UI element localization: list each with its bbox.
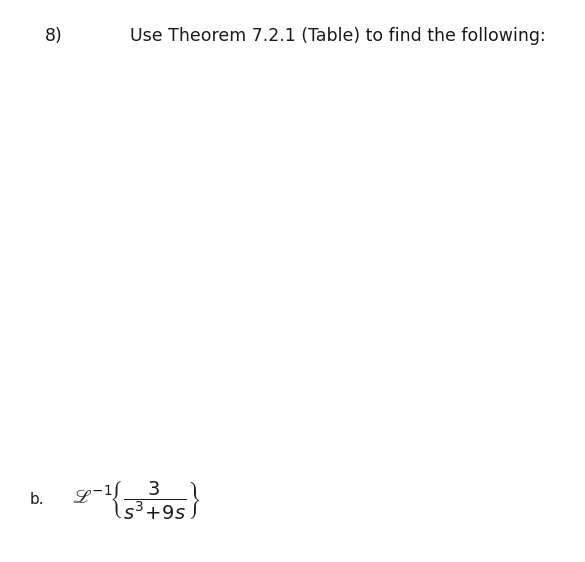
Text: $\mathscr{L}^{-1}\!\left\{\dfrac{3}{s^3\!+\!9s}\right\}$: $\mathscr{L}^{-1}\!\left\{\dfrac{3}{s^3\… [72, 479, 201, 521]
Text: b.: b. [30, 492, 44, 507]
Text: 8): 8) [45, 27, 63, 45]
Text: Use Theorem 7.2.1 (Table) to find the following:: Use Theorem 7.2.1 (Table) to find the fo… [130, 27, 546, 45]
